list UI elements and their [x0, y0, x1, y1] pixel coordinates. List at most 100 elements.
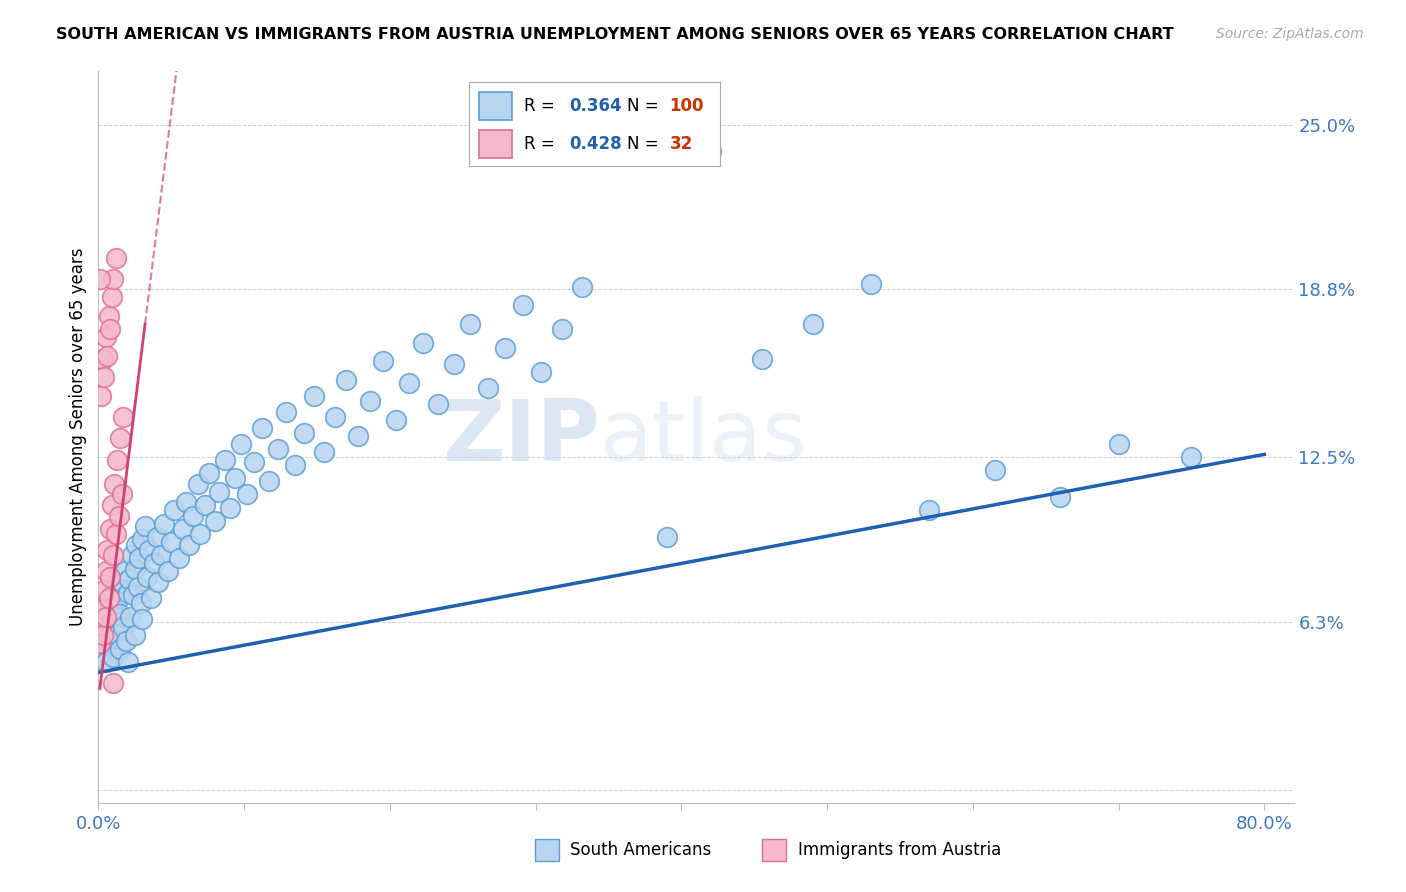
- Point: [190, 527, 212, 541]
- Point: [186, 476, 208, 491]
- Point: [91, 644, 114, 658]
- Point: [90, 617, 112, 632]
- Point: [655, 530, 678, 544]
- Point: [104, 615, 127, 629]
- Point: [97, 591, 120, 605]
- Point: [93, 370, 115, 384]
- Point: [224, 471, 246, 485]
- Point: [112, 410, 135, 425]
- Point: [96, 617, 118, 632]
- Point: [135, 570, 157, 584]
- Point: [148, 575, 170, 590]
- Point: [125, 538, 148, 552]
- Point: [101, 676, 124, 690]
- Text: South Americans: South Americans: [571, 841, 711, 859]
- Point: [90, 623, 112, 637]
- Point: [139, 591, 162, 605]
- Text: atlas: atlas: [600, 395, 808, 479]
- Point: [427, 397, 450, 411]
- Point: [96, 349, 118, 363]
- Point: [177, 538, 200, 552]
- Point: [120, 609, 142, 624]
- Point: [110, 641, 132, 656]
- Point: [204, 514, 226, 528]
- Text: ZIP: ZIP: [443, 395, 600, 479]
- Point: [1049, 490, 1071, 504]
- Point: [458, 317, 481, 331]
- Point: [98, 570, 121, 584]
- FancyBboxPatch shape: [534, 839, 558, 862]
- Point: [231, 436, 253, 450]
- Point: [157, 565, 180, 579]
- Point: [218, 500, 240, 515]
- Point: [105, 452, 128, 467]
- Point: [117, 655, 139, 669]
- Text: SOUTH AMERICAN VS IMMIGRANTS FROM AUSTRIA UNEMPLOYMENT AMONG SENIORS OVER 65 YEA: SOUTH AMERICAN VS IMMIGRANTS FROM AUSTRI…: [56, 27, 1174, 42]
- Point: [276, 405, 298, 419]
- Point: [98, 522, 121, 536]
- Point: [412, 335, 434, 350]
- Point: [984, 463, 1007, 477]
- Point: [371, 354, 394, 368]
- Point: [267, 442, 290, 456]
- Point: [100, 639, 122, 653]
- Point: [477, 381, 499, 395]
- Point: [100, 498, 122, 512]
- Point: [110, 431, 132, 445]
- Point: [214, 452, 236, 467]
- Point: [97, 309, 120, 323]
- Point: [103, 582, 125, 597]
- Point: [101, 649, 124, 664]
- Point: [108, 508, 131, 523]
- Point: [91, 628, 114, 642]
- Point: [571, 280, 593, 294]
- Point: [118, 573, 141, 587]
- Point: [1180, 450, 1202, 464]
- Point: [918, 503, 941, 517]
- Point: [98, 596, 121, 610]
- Point: [114, 565, 136, 579]
- Point: [111, 575, 134, 590]
- Point: [243, 455, 266, 469]
- Point: [174, 495, 197, 509]
- Point: [111, 487, 134, 501]
- Point: [101, 549, 124, 563]
- Point: [115, 633, 138, 648]
- Point: [101, 272, 124, 286]
- Text: Immigrants from Austria: Immigrants from Austria: [797, 841, 1001, 859]
- Point: [314, 444, 336, 458]
- Point: [94, 609, 117, 624]
- Point: [104, 251, 127, 265]
- Point: [94, 330, 117, 344]
- Point: [112, 620, 135, 634]
- Point: [250, 421, 273, 435]
- Point: [384, 413, 406, 427]
- Point: [97, 631, 120, 645]
- Point: [335, 373, 357, 387]
- Point: [302, 389, 325, 403]
- Point: [208, 484, 231, 499]
- Point: [194, 498, 217, 512]
- Point: [98, 322, 121, 336]
- Point: [129, 596, 152, 610]
- Point: [103, 476, 125, 491]
- Point: [172, 522, 194, 536]
- Point: [100, 290, 122, 304]
- Point: [347, 429, 370, 443]
- Point: [101, 601, 124, 615]
- Point: [163, 503, 186, 517]
- Point: [122, 588, 145, 602]
- Point: [859, 277, 882, 292]
- Point: [257, 474, 280, 488]
- Point: [108, 591, 131, 605]
- Point: [131, 612, 153, 626]
- Point: [150, 549, 173, 563]
- Text: Source: ZipAtlas.com: Source: ZipAtlas.com: [1216, 27, 1364, 41]
- Point: [292, 426, 315, 441]
- Point: [91, 601, 114, 615]
- Point: [104, 527, 127, 541]
- Point: [89, 636, 111, 650]
- Point: [94, 655, 117, 669]
- Point: [323, 410, 346, 425]
- Point: [121, 549, 143, 563]
